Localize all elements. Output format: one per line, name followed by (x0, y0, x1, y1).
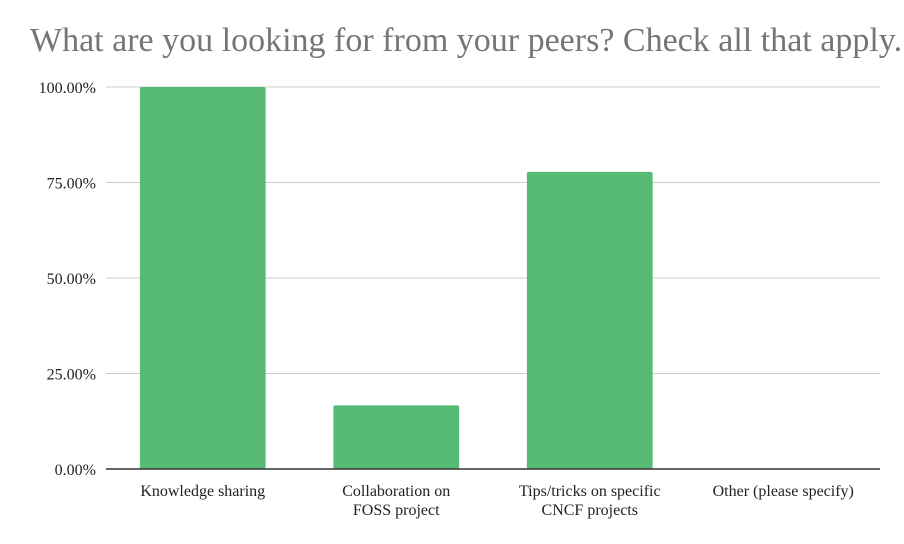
y-axis-ticks: 0.00% 25.00% 50.00% 75.00% 100.00% (39, 80, 96, 479)
x-tick-label: Tips/tricks on specific CNCF projects (519, 483, 661, 519)
bar (526, 171, 653, 469)
y-tick-label: 25.00% (47, 367, 96, 384)
x-tick-label: Collaboration on FOSS project (342, 483, 450, 519)
y-tick-label: 75.00% (47, 176, 96, 193)
x-tick-label: Other (please specify) (713, 483, 854, 500)
y-tick-label: 50.00% (47, 271, 96, 288)
y-tick-label: 100.00% (39, 80, 96, 97)
x-axis-labels: Knowledge sharing Collaboration on FOSS pr… (140, 483, 854, 519)
x-tick-label: Knowledge sharing (140, 483, 265, 500)
bar (333, 405, 460, 469)
chart-title: What are you looking for from your peers… (30, 22, 903, 59)
y-tick-label: 0.00% (55, 462, 96, 479)
bars (139, 87, 653, 469)
bar (139, 87, 266, 469)
